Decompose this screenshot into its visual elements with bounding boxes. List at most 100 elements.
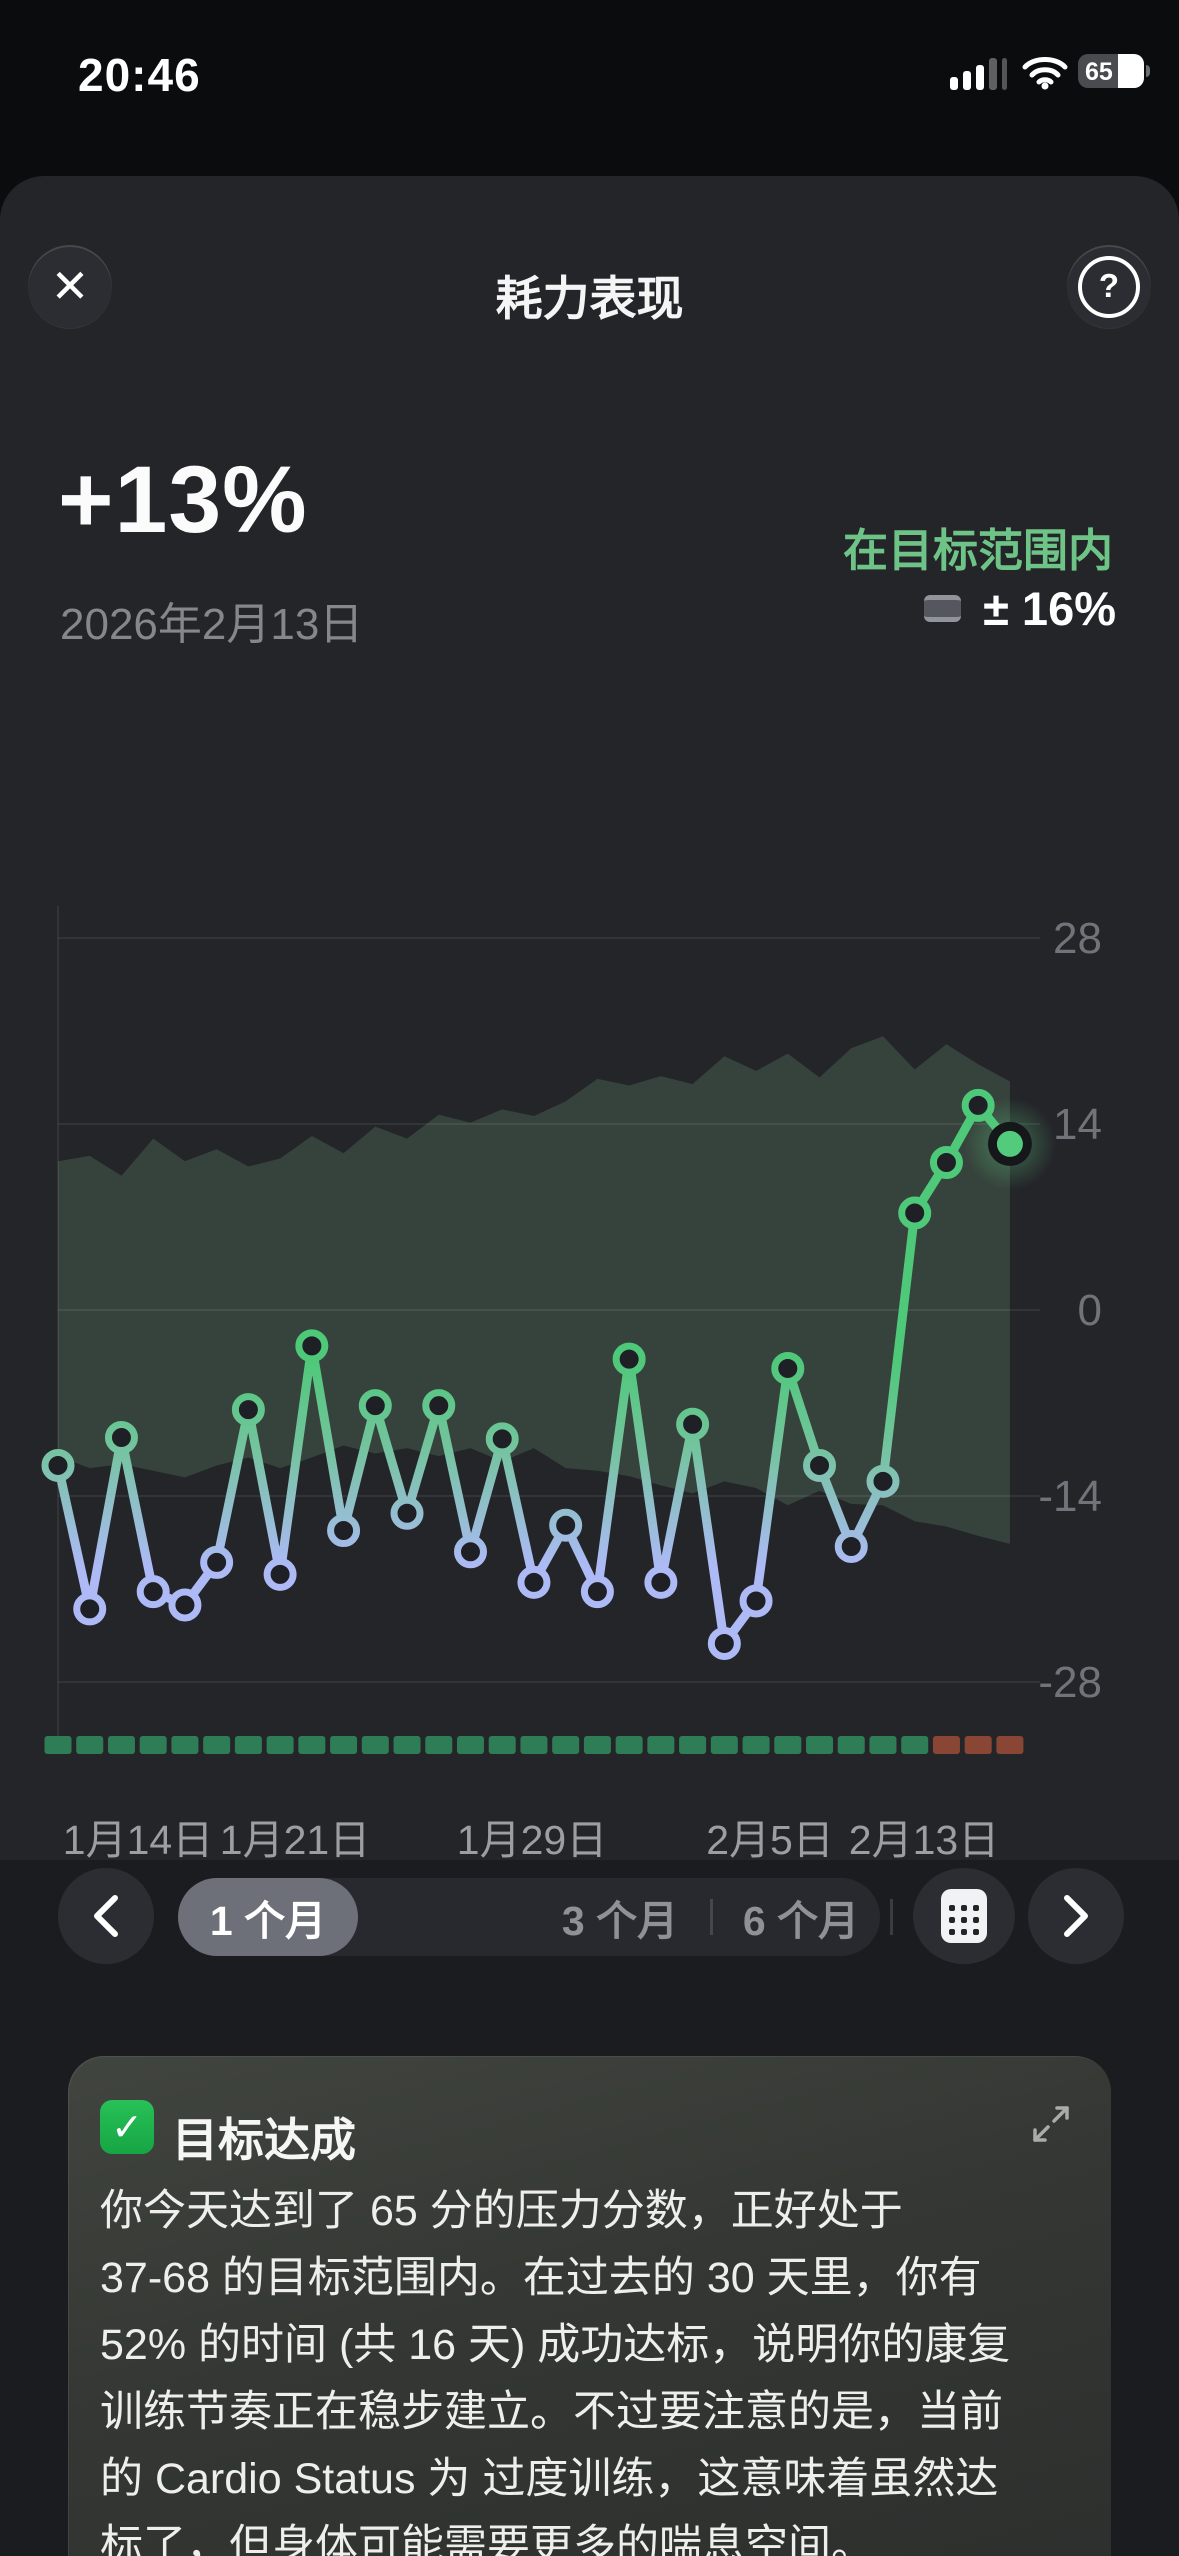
day-tick [266, 1736, 294, 1754]
data-point [549, 1508, 583, 1542]
tolerance-legend: ± 16% [924, 581, 1116, 636]
data-point [517, 1565, 551, 1599]
range-option-6m[interactable]: 6 个月 [742, 1898, 860, 1944]
day-tick [298, 1736, 326, 1754]
insight-line: 37-68 的目标范围内。在过去的 30 天里，你有 [100, 2254, 982, 2302]
delta-value: +13% [58, 447, 308, 553]
insight-line: 训练节奏正在稳步建立。不过要注意的是，当前 [100, 2388, 1003, 2436]
data-point [453, 1535, 487, 1569]
battery-icon: 65 [1078, 54, 1150, 88]
day-tick [552, 1736, 580, 1754]
data-point [644, 1565, 678, 1599]
y-axis-label: 0 [1078, 1286, 1102, 1335]
insight-line: 标了，但身体可能需要更多的喘息空间。 [100, 2522, 874, 2556]
x-axis-label: 1月14日 [63, 1817, 213, 1863]
day-tick [76, 1736, 104, 1754]
chevron-left-icon [94, 1895, 118, 1937]
day-tick [44, 1736, 72, 1754]
insight-line: 你今天达到了 65 分的压力分数，正好处于 [100, 2187, 903, 2235]
insight-line: 的 Cardio Status 为 过度训练，这意味着虽然达 [100, 2455, 999, 2503]
day-tick [488, 1736, 516, 1754]
data-point [834, 1529, 868, 1563]
day-tick [742, 1736, 770, 1754]
tolerance-value: ± 16% [983, 582, 1116, 635]
time-range-selector: 1 个月 3 个月 6 个月 1 年 [0, 1868, 1179, 1968]
day-tick [774, 1736, 802, 1754]
range-option-1m-selected[interactable]: 1 个月 [178, 1878, 358, 1956]
page-title: 耗力表现 [495, 272, 684, 325]
data-point [104, 1421, 138, 1455]
close-icon: ✕ [50, 259, 90, 312]
exertion-chart: 28 14 0 -14 -28 1月14日 1月21日 1月29日 2月5日 2月13日 [41, 906, 1102, 1863]
y-axis-label: 28 [1053, 914, 1102, 963]
target-band [58, 1036, 1010, 1544]
day-tick [425, 1736, 453, 1754]
data-point [676, 1407, 710, 1441]
day-tick [520, 1736, 548, 1754]
status-bar: 20:46 65 [0, 0, 1179, 130]
insight-title: 目标达成 [172, 2114, 356, 2166]
data-point [263, 1557, 297, 1591]
calendar-button[interactable] [913, 1868, 1015, 1964]
clock: 20:46 [78, 49, 201, 101]
x-axis-label: 1月21日 [220, 1817, 370, 1863]
day-tick [139, 1736, 167, 1754]
day-tick [393, 1736, 421, 1754]
chart-area[interactable]: 28 14 0 -14 -28 1月14日 1月21日 1月29日 2月5日 2月13日 [0, 866, 1179, 1876]
day-tick [361, 1736, 389, 1754]
y-axis-label: -14 [1038, 1472, 1102, 1521]
day-tick [234, 1736, 262, 1754]
data-point [803, 1448, 837, 1482]
range-option-3m[interactable]: 3 个月 [561, 1898, 679, 1944]
exertion-sheet: ✕ 耗力表现 ? +13% 2026年2月13日 在目标范围内 ± 16% 28… [0, 176, 1179, 2556]
status-badge: 在目标范围内 [842, 525, 1113, 576]
data-point [200, 1545, 234, 1579]
day-tick [679, 1736, 707, 1754]
help-button[interactable]: ? [1067, 245, 1151, 329]
day-tick [901, 1736, 929, 1754]
data-point [929, 1146, 963, 1180]
day-tick [932, 1736, 960, 1754]
insight-body: 你今天达到了 65 分的压力分数，正好处于 37-68 的目标范围内。在过去的 … [100, 2178, 1080, 2556]
day-tick [806, 1736, 834, 1754]
battery-percent: 65 [1085, 58, 1113, 86]
data-point [422, 1389, 456, 1423]
data-point [327, 1514, 361, 1548]
calendar-icon [941, 1889, 987, 1943]
data-point [771, 1351, 805, 1385]
close-button[interactable]: ✕ [28, 245, 112, 329]
insight-line: 52% 的时间 (共 16 天) 成功达标，说明你的康复 [100, 2321, 1011, 2369]
data-point [739, 1584, 773, 1618]
target-band-swatch-icon [924, 595, 962, 622]
day-tick [330, 1736, 358, 1754]
insight-card[interactable]: ✓ 目标达成 你今天达到了 65 分的压力分数，正好处于 37-68 的目标范围… [68, 2056, 1111, 2556]
day-tick [203, 1736, 231, 1754]
help-icon: ? [1078, 256, 1140, 318]
cellular-signal-icon [950, 52, 1020, 96]
segment-divider [890, 1899, 893, 1935]
data-point [73, 1592, 107, 1626]
day-tick [710, 1736, 738, 1754]
next-period-button[interactable] [1028, 1868, 1124, 1964]
previous-period-button[interactable] [58, 1868, 154, 1964]
wifi-icon [1022, 57, 1068, 90]
data-point [580, 1575, 614, 1609]
y-axis-label: 14 [1053, 1100, 1102, 1149]
data-point [295, 1329, 329, 1363]
chevron-right-icon [1064, 1895, 1088, 1937]
data-point [485, 1422, 519, 1456]
summary-date: 2026年2月13日 [60, 600, 364, 649]
day-tick [107, 1736, 135, 1754]
data-point [612, 1342, 646, 1376]
x-axis-label: 2月13日 [849, 1817, 999, 1863]
data-point [358, 1389, 392, 1423]
data-point [41, 1448, 75, 1482]
day-tick [647, 1736, 675, 1754]
data-point [898, 1196, 932, 1230]
y-axis-label: -28 [1038, 1658, 1102, 1707]
range-segmented-control: 1 个月 3 个月 6 个月 1 年 [178, 1878, 1012, 1956]
day-tick [996, 1736, 1024, 1754]
data-point [136, 1575, 170, 1609]
expand-icon[interactable] [1027, 2100, 1075, 2148]
